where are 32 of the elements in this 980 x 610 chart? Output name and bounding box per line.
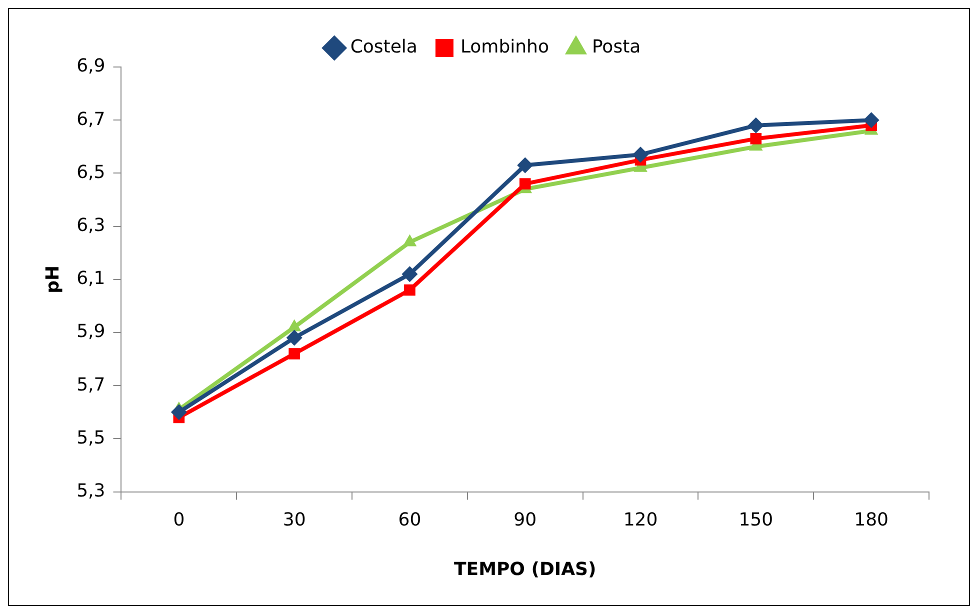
point <box>750 133 762 144</box>
y-tick-label: 5,3 <box>76 480 106 502</box>
x-axis-title: TEMPO (DIAS) <box>454 558 596 580</box>
y-axis-title: pH <box>42 265 64 294</box>
y-tick-label: 5,9 <box>76 321 106 342</box>
x-tick-label: 150 <box>738 509 774 530</box>
point <box>286 330 302 346</box>
legend-label: Posta <box>592 36 641 58</box>
point <box>517 157 534 174</box>
y-tick-label: 5,7 <box>76 374 106 396</box>
point <box>863 112 880 128</box>
y-tick-label: 6,7 <box>76 108 106 130</box>
point <box>748 117 764 134</box>
y-tick-label: 5,5 <box>76 427 106 448</box>
point <box>404 284 416 296</box>
x-tick-label: 0 <box>173 509 185 530</box>
x-tick-label: 120 <box>623 509 658 530</box>
point <box>402 266 418 282</box>
x-tick-label: 90 <box>514 509 537 530</box>
y-tick-label: 6,5 <box>76 162 106 183</box>
y-tick-label: 6,1 <box>76 268 106 290</box>
legend-label: Costela <box>350 36 418 58</box>
point <box>170 404 187 420</box>
point <box>632 146 649 163</box>
x-tick-label: 30 <box>282 509 306 530</box>
x-tick-label: 180 <box>854 509 888 530</box>
point <box>519 178 531 190</box>
y-tick-label: 6,9 <box>76 56 106 77</box>
point <box>288 348 300 360</box>
legend-label: Lombinho <box>460 36 549 58</box>
x-tick-label: 60 <box>398 509 422 530</box>
y-tick-label: 6,3 <box>76 214 106 236</box>
